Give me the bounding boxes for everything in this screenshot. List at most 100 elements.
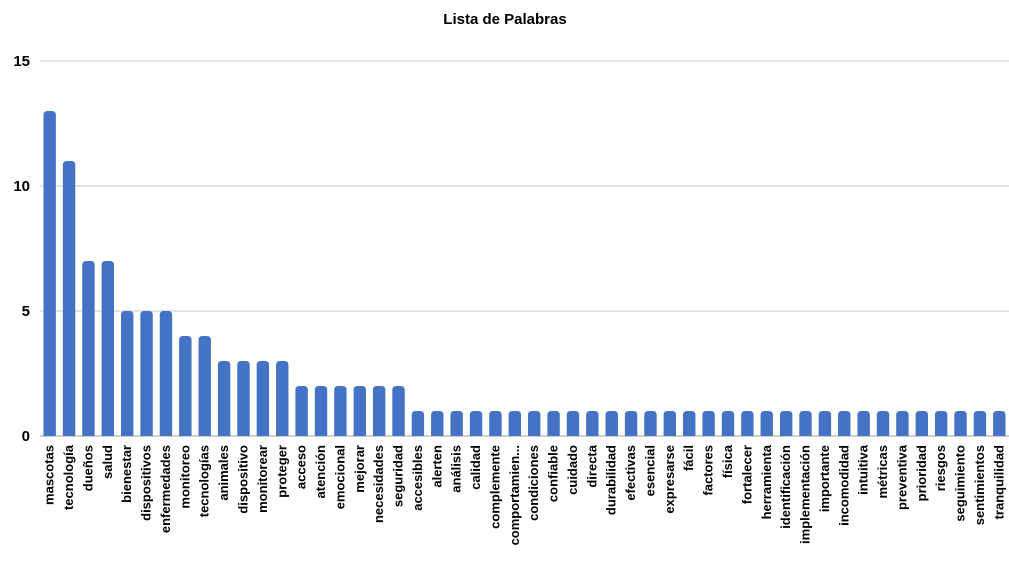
- x-tick-label: dispositivo: [235, 445, 250, 514]
- bar: [450, 411, 463, 436]
- bar: [179, 336, 192, 436]
- x-tick-label: confiable: [546, 445, 561, 502]
- bar: [411, 411, 425, 436]
- bar: [547, 411, 560, 436]
- x-tick-label: complemente: [487, 445, 502, 529]
- x-tick-label: riesgos: [933, 445, 948, 491]
- x-tick-label: métricas: [875, 445, 890, 498]
- bar: [683, 411, 696, 436]
- bar: [334, 386, 347, 436]
- x-tick-label: salud: [100, 445, 115, 479]
- bar: [489, 411, 502, 436]
- bar: [760, 411, 773, 436]
- bar: [934, 411, 948, 436]
- bar: [857, 411, 870, 436]
- bar: [217, 361, 231, 436]
- x-tick-label: efectivas: [623, 445, 638, 501]
- x-tick-label: necesidades: [371, 445, 386, 523]
- x-tick-label: comportamien...: [507, 445, 522, 545]
- bar: [431, 411, 444, 436]
- bar: [818, 411, 832, 436]
- bar: [469, 411, 483, 436]
- bar: [198, 336, 211, 436]
- bar: [314, 386, 328, 436]
- bar: [276, 361, 289, 436]
- x-tick-label: fácil: [681, 445, 696, 471]
- x-tick-label: calidad: [468, 445, 483, 490]
- x-tick-label: monitoreo: [177, 445, 192, 509]
- bar: [876, 411, 890, 436]
- x-tick-label: acceso: [294, 445, 309, 489]
- bar: [838, 411, 851, 436]
- bar: [159, 311, 173, 436]
- x-axis-labels: mascotas tecnología dueños salud bienestar di…: [42, 444, 1007, 545]
- x-tick-label: enfermedades: [158, 445, 173, 533]
- bar: [973, 411, 987, 436]
- x-tick-label: importante: [817, 445, 832, 512]
- bar: [82, 261, 95, 436]
- bar: [605, 411, 618, 436]
- x-tick-label: tecnologías: [197, 445, 212, 517]
- bar: [721, 411, 735, 436]
- x-tick-label: mascotas: [42, 445, 57, 505]
- x-tick-label: prioridad: [914, 445, 929, 501]
- x-tick-label: condiciones: [526, 445, 541, 521]
- x-tick-label: física: [720, 444, 735, 478]
- y-tick-label: 10: [13, 178, 30, 195]
- y-tick-label: 5: [22, 303, 30, 320]
- bar: [508, 411, 522, 436]
- x-tick-label: análisis: [449, 445, 464, 493]
- bar: [527, 411, 541, 436]
- x-tick-label: herramienta: [759, 444, 774, 519]
- x-tick-label: intuitiva: [856, 444, 871, 495]
- bar: [702, 411, 715, 436]
- y-tick-label: 0: [22, 428, 30, 445]
- x-tick-label: atención: [313, 445, 328, 499]
- bar: [140, 311, 153, 436]
- bar: [237, 361, 250, 436]
- y-tick-label: 15: [13, 53, 30, 70]
- y-axis-ticks: 0 5 10 15: [13, 53, 30, 445]
- bar: [566, 411, 580, 436]
- bars: [43, 111, 1006, 436]
- x-tick-label: seguimiento: [953, 445, 968, 522]
- x-tick-label: bienestar: [119, 445, 134, 503]
- bar: [295, 386, 308, 436]
- x-tick-label: monitorear: [255, 445, 270, 513]
- bar: [43, 111, 56, 436]
- x-tick-label: emocional: [332, 445, 347, 509]
- x-tick-label: preventiva: [894, 444, 909, 510]
- x-tick-label: alerten: [429, 445, 444, 488]
- x-tick-label: expresarse: [662, 445, 677, 514]
- bar: [624, 411, 638, 436]
- bar: [915, 411, 928, 436]
- x-tick-label: implementación: [798, 445, 813, 544]
- bar: [644, 411, 657, 436]
- bar: [586, 411, 599, 436]
- x-tick-label: proteger: [274, 445, 289, 498]
- bar: [741, 411, 754, 436]
- bar: [779, 411, 793, 436]
- x-tick-label: accesibles: [410, 445, 425, 511]
- x-tick-label: animales: [216, 445, 231, 501]
- x-tick-label: fortalecer: [739, 445, 754, 504]
- bar: [799, 411, 812, 436]
- x-tick-label: cuidado: [565, 445, 580, 495]
- bar: [392, 386, 405, 436]
- x-tick-label: directa: [584, 444, 599, 487]
- x-tick-label: incomodidad: [836, 445, 851, 526]
- x-tick-label: dispositivos: [139, 445, 154, 521]
- bar: [896, 411, 909, 436]
- x-tick-label: esencial: [642, 445, 657, 496]
- x-tick-label: tranquilidad: [991, 445, 1006, 519]
- x-tick-label: sentimientos: [972, 445, 987, 525]
- bar: [101, 261, 115, 436]
- bar: [121, 311, 134, 436]
- bar: [372, 386, 386, 436]
- bar: [62, 161, 76, 436]
- x-tick-label: durabilidad: [604, 445, 619, 515]
- x-tick-label: factores: [701, 445, 716, 496]
- chart-title: Lista de Palabras: [443, 11, 566, 28]
- bar: [993, 411, 1006, 436]
